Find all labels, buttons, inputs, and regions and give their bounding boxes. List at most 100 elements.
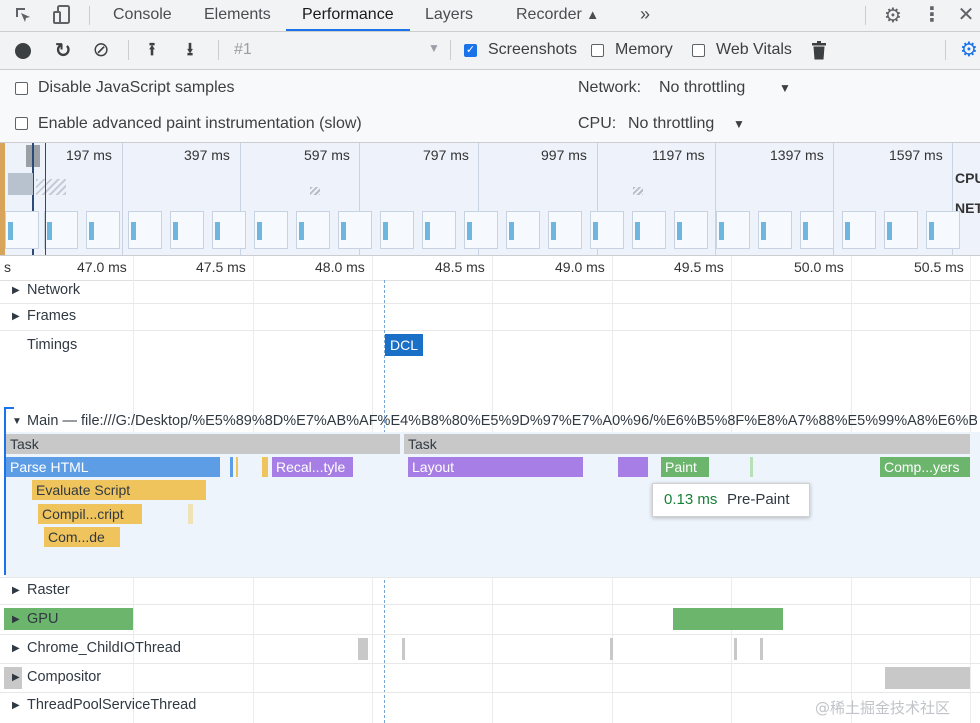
track-thread-pool-service-thread[interactable]: ThreadPoolServiceThread — [27, 697, 197, 713]
load-profile-icon[interactable]: ⭱ — [148, 39, 156, 59]
small-html-event[interactable] — [230, 457, 233, 477]
screenshot-thumbnail[interactable] — [5, 211, 39, 249]
disable-js-samples-checkbox[interactable] — [15, 82, 28, 95]
screenshot-thumbnail[interactable] — [464, 211, 498, 249]
device-toolbar-icon[interactable] — [50, 4, 74, 31]
collapse-main-icon[interactable]: ▼ — [12, 416, 22, 427]
overview-window-right-line[interactable] — [45, 143, 46, 255]
track-main[interactable]: Main — file:///G:/Desktop/%E5%89%8D%E7%A… — [27, 413, 977, 429]
small-script-event[interactable] — [262, 457, 268, 477]
small-script-event[interactable] — [236, 457, 238, 477]
expand-thread-pool-icon[interactable]: ▶ — [12, 700, 20, 711]
parse-html-event[interactable]: Parse HTML — [6, 457, 220, 477]
chevron-down-icon[interactable]: ▼ — [428, 41, 440, 55]
memory-checkbox[interactable] — [591, 44, 604, 57]
compositor-task-event[interactable] — [4, 667, 22, 689]
compile-script-event[interactable]: Compil...cript — [38, 504, 142, 524]
io-task-event[interactable] — [734, 638, 737, 660]
track-compositor[interactable]: Compositor — [27, 669, 102, 685]
save-profile-icon[interactable]: ⭳ — [186, 39, 194, 59]
layout-event[interactable]: Layout — [408, 457, 583, 477]
screenshot-thumbnail[interactable] — [800, 211, 834, 249]
overview-gridline — [597, 143, 598, 255]
io-task-event[interactable] — [358, 638, 368, 660]
tab-elements[interactable]: Elements — [204, 6, 271, 23]
screenshot-thumbnail[interactable] — [842, 211, 876, 249]
advanced-paint-checkbox[interactable] — [15, 117, 28, 130]
screenshot-thumbnail[interactable] — [506, 211, 540, 249]
screenshot-thumbnail[interactable] — [590, 211, 624, 249]
expand-raster-icon[interactable]: ▶ — [12, 585, 20, 596]
network-throttle-select[interactable]: No throttling — [659, 79, 746, 96]
track-chrome-child-io-thread[interactable]: Chrome_ChildIOThread — [27, 640, 181, 656]
expand-gpu-icon[interactable]: ▶ — [12, 614, 20, 625]
screenshot-thumbnail[interactable] — [632, 211, 666, 249]
track-network[interactable]: Network — [27, 282, 81, 298]
overview-gridline — [240, 143, 241, 255]
tab-console[interactable]: Console — [113, 6, 172, 23]
inspect-element-icon[interactable] — [12, 5, 34, 30]
overview-left-handle[interactable] — [0, 143, 5, 255]
screenshot-thumbnail[interactable] — [758, 211, 792, 249]
cpu-throttle-select[interactable]: No throttling — [628, 115, 715, 132]
paint-event[interactable]: Paint — [661, 457, 709, 477]
io-task-event[interactable] — [760, 638, 763, 660]
pre-paint-event[interactable] — [618, 457, 648, 477]
expand-frames-icon[interactable]: ▶ — [12, 311, 20, 322]
expand-network-icon[interactable]: ▶ — [12, 285, 20, 296]
tab-layers[interactable]: Layers — [425, 6, 474, 23]
more-options-icon[interactable]: ⋮ — [922, 4, 942, 26]
small-paint-event[interactable] — [750, 457, 753, 477]
screenshot-thumbnail[interactable] — [44, 211, 78, 249]
track-frames[interactable]: Frames — [27, 308, 77, 324]
compile-code-event[interactable]: Com...de — [44, 527, 120, 547]
tab-recorder[interactable]: Recorder ▲ — [516, 0, 599, 31]
capture-settings-gear-icon[interactable]: ⚙ — [960, 39, 978, 61]
screenshot-thumbnail[interactable] — [380, 211, 414, 249]
screenshot-thumbnail[interactable] — [86, 211, 120, 249]
io-task-event[interactable] — [610, 638, 613, 660]
task-event[interactable]: Task — [404, 434, 970, 454]
recording-select[interactable]: #1 — [234, 41, 252, 58]
screenshot-thumbnail[interactable] — [254, 211, 288, 249]
screenshot-thumbnail[interactable] — [128, 211, 162, 249]
screenshot-thumbnail[interactable] — [170, 211, 204, 249]
composite-layers-event[interactable]: Comp...yers — [880, 457, 970, 477]
expand-compositor-icon[interactable]: ▶ — [12, 672, 20, 683]
screenshot-thumbnail[interactable] — [338, 211, 372, 249]
screenshot-thumbnail[interactable] — [884, 211, 918, 249]
reload-record-icon[interactable]: ↻ — [54, 40, 72, 62]
close-devtools-icon[interactable]: ✕ — [957, 4, 975, 26]
screenshot-thumbnail[interactable] — [716, 211, 750, 249]
record-icon[interactable] — [15, 43, 31, 59]
dcl-marker[interactable]: DCL — [385, 334, 424, 356]
timeline-overview[interactable]: 197 ms 397 ms 597 ms 797 ms 997 ms 1197 … — [0, 143, 980, 256]
web-vitals-checkbox[interactable] — [692, 44, 705, 57]
io-task-event[interactable] — [402, 638, 405, 660]
network-chevron-down-icon[interactable]: ▼ — [779, 81, 791, 95]
screenshot-thumbnail[interactable] — [548, 211, 582, 249]
evaluate-script-event[interactable]: Evaluate Script — [32, 480, 206, 500]
garbage-collect-icon[interactable] — [812, 41, 826, 64]
more-tabs-button[interactable]: » — [640, 4, 651, 24]
screenshot-thumbnail[interactable] — [674, 211, 708, 249]
clear-icon[interactable]: ⊘ — [92, 39, 110, 61]
gpu-event[interactable] — [4, 608, 133, 630]
screenshot-thumbnail[interactable] — [296, 211, 330, 249]
track-gpu[interactable]: GPU — [27, 611, 59, 627]
gpu-event[interactable] — [673, 608, 783, 630]
task-event[interactable]: Task — [6, 434, 400, 454]
expand-child-io-icon[interactable]: ▶ — [12, 643, 20, 654]
compositor-task-event[interactable] — [885, 667, 970, 689]
screenshot-thumbnail[interactable] — [926, 211, 960, 249]
overview-window-line[interactable] — [32, 143, 34, 255]
screenshots-checkbox[interactable]: ✓ — [464, 44, 477, 57]
small-script-event[interactable] — [188, 504, 193, 524]
track-raster[interactable]: Raster — [27, 582, 70, 598]
tab-performance[interactable]: Performance — [286, 0, 410, 31]
cpu-chevron-down-icon[interactable]: ▼ — [733, 117, 745, 131]
screenshot-thumbnail[interactable] — [212, 211, 246, 249]
settings-gear-icon[interactable]: ⚙ — [884, 5, 902, 27]
recalc-style-event[interactable]: Recal...tyle — [272, 457, 353, 477]
screenshot-thumbnail[interactable] — [422, 211, 456, 249]
